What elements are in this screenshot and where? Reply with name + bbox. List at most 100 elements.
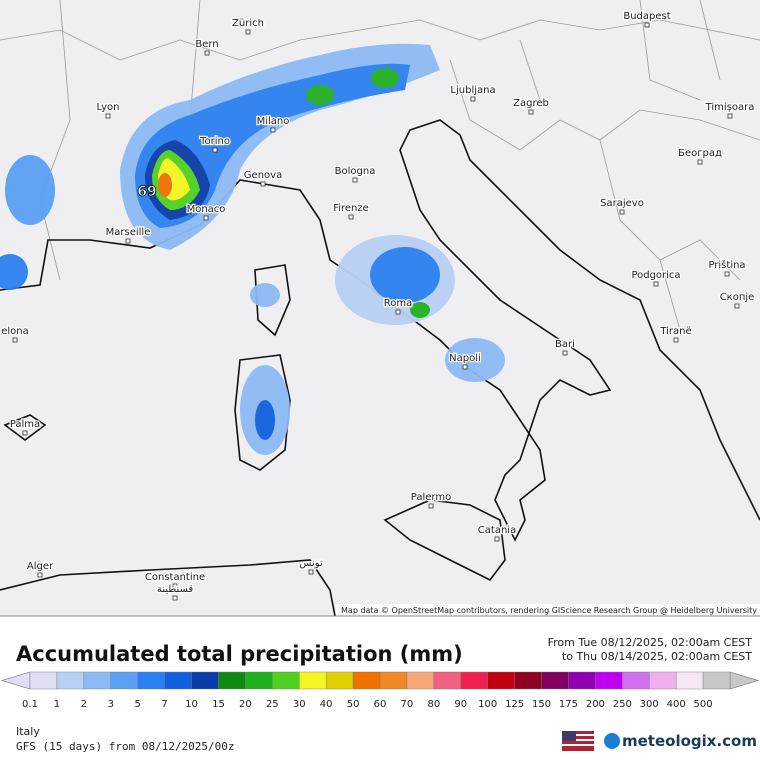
legend-swatch: [675, 671, 704, 690]
city-marker: [462, 364, 468, 370]
border: [0, 19, 760, 61]
city-label: Скопје: [720, 291, 755, 303]
legend-swatch: [595, 671, 623, 690]
city-marker: [204, 50, 210, 56]
to-date: to Thu 08/14/2025, 02:00am CEST: [562, 650, 752, 663]
precip-area: [0, 254, 28, 290]
city-label: Zagreb: [513, 98, 549, 109]
city-label: Lyon: [96, 102, 119, 113]
precip-area: [158, 173, 172, 197]
legend-swatch: [487, 671, 515, 690]
city-label: Timișoara: [705, 102, 755, 113]
legend-swatch: [649, 671, 677, 690]
legend-swatch: [272, 671, 300, 690]
city-marker: [203, 215, 209, 221]
coast-corsica: [254, 264, 291, 337]
precip-area: [370, 247, 440, 303]
legend-swatch: [164, 671, 192, 690]
city-marker: [22, 430, 28, 436]
legend-label: 125: [505, 699, 524, 710]
city-label: Bern: [195, 39, 218, 50]
legend-label: 40: [320, 699, 333, 710]
legend-swatch: [352, 671, 381, 690]
city-marker: [308, 569, 314, 575]
precip-area: [410, 302, 430, 318]
legend-swatch: [191, 671, 219, 690]
legend-label: 80: [427, 699, 440, 710]
legend-label: 3: [108, 699, 114, 710]
region: Italy: [16, 725, 40, 738]
city-label: Genova: [244, 170, 282, 181]
city-marker: [494, 536, 500, 542]
legend-label: 70: [401, 699, 414, 710]
city-marker: [37, 572, 43, 578]
precip-area: [445, 338, 505, 382]
precip-area: [255, 400, 275, 440]
legend-swatch: [702, 671, 731, 690]
coast-africa: [0, 559, 336, 617]
from-date: From Tue 08/12/2025, 02:00am CEST: [548, 636, 753, 649]
legend-label: 10: [185, 699, 198, 710]
city-marker: [12, 337, 18, 343]
logo-icon: [604, 733, 620, 749]
city-marker: [697, 159, 703, 165]
city-label: Catania: [478, 525, 516, 536]
coast: [0, 119, 760, 542]
city-label: Marseille: [106, 227, 151, 238]
city-label: Palma: [10, 419, 40, 430]
legend: 0.1 1 2 3 5 7 10 15 20 25 30 40 50 60 70 80 90 100 125 150 1…: [0, 671, 760, 710]
legend-swatch: [110, 671, 138, 690]
city-marker: [734, 303, 740, 309]
legend-label: 0.1: [22, 699, 38, 710]
legend-swatch: [379, 671, 408, 690]
legend-swatch: [245, 671, 273, 690]
legend-label: 300: [640, 699, 659, 710]
city-marker: [428, 503, 434, 509]
coast-sicily: [383, 499, 506, 582]
flag-stripe: [562, 744, 594, 746]
legend-label: 2: [81, 699, 87, 710]
city-label: Tiranë: [659, 326, 691, 337]
city-marker: [724, 271, 730, 277]
legend-label: 30: [293, 699, 306, 710]
city-marker: [528, 109, 534, 115]
city-label: Napoli: [449, 353, 481, 364]
city-label: تونس: [299, 558, 323, 569]
city-label: Budapest: [623, 11, 670, 22]
legend-swatch: [325, 671, 354, 690]
legend-label: 5: [135, 699, 141, 710]
city-label: Milano: [257, 116, 290, 127]
brand[interactable]: meteologix.com: [622, 732, 757, 750]
city-marker: [727, 113, 733, 119]
legend-title: Accumulated total precipitation (mm): [16, 642, 463, 666]
city-label: Priština: [708, 259, 745, 271]
flag-stripe: [562, 739, 594, 741]
attribution-bg: [336, 604, 760, 616]
precip-area: [5, 155, 55, 225]
legend-label: 90: [454, 699, 467, 710]
city-marker: [105, 113, 111, 119]
legend-swatch: [541, 671, 569, 690]
city-marker: [172, 595, 178, 601]
city-marker: [395, 309, 401, 315]
city-label: elona: [1, 326, 29, 337]
city-marker: [270, 127, 276, 133]
legend-label: 175: [559, 699, 578, 710]
legend-swatch: [299, 671, 327, 690]
city-marker: [653, 281, 659, 287]
cities: Zürich Bern Budapest Lyon Milano Torino Ljublj…: [0, 10, 756, 601]
border: [39, 0, 760, 331]
legend-label: 50: [347, 699, 360, 710]
precip-area: [306, 85, 334, 105]
legend-label: 20: [239, 699, 252, 710]
map: 69 Zürich Bern Budapest Lyon Milano Torino Lju…: [0, 0, 760, 617]
city-label: Torino: [199, 136, 230, 147]
legend-label: 150: [532, 699, 551, 710]
coast-sardinia: [234, 354, 291, 471]
borders: [0, 0, 760, 331]
legend-swatch: [460, 671, 488, 690]
city-label: Sarajevo: [600, 198, 644, 209]
legend-label: 100: [478, 699, 497, 710]
city-marker: [644, 22, 650, 28]
model: GFS (15 days) from 08/12/2025/00z: [16, 740, 235, 753]
